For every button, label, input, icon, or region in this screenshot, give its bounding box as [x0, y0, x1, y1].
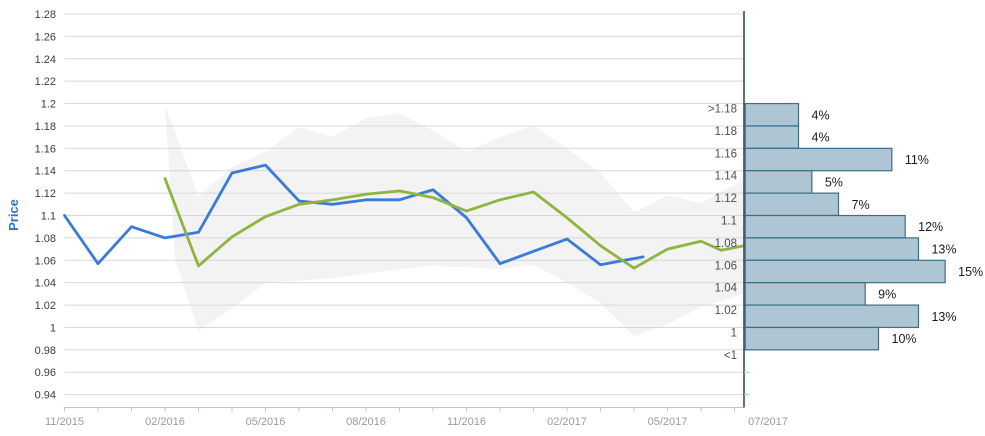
histogram-bar: [744, 237, 920, 261]
bar-value-label: 15%: [958, 265, 983, 279]
bin-label: <1: [724, 350, 737, 362]
y-tick-label: 0.98: [35, 345, 56, 357]
x-tick-label: 05/2016: [246, 416, 286, 428]
histogram-bar: [744, 192, 840, 217]
bin-label: 1: [731, 327, 737, 339]
y-tick-label: 1.14: [35, 166, 56, 178]
bin-label: 1.12: [715, 193, 737, 205]
bin-label: 1.06: [715, 260, 737, 272]
bar-value-label: 5%: [825, 175, 843, 189]
bar-value-label: 10%: [892, 332, 917, 346]
histogram-bar: [744, 147, 893, 172]
histogram-bar: [744, 326, 880, 351]
bar-value-label: 13%: [931, 310, 956, 324]
bin-label: 1.18: [715, 126, 737, 138]
y-tick-label: 1.26: [35, 31, 56, 43]
bar-value-label: 7%: [852, 198, 870, 212]
y-tick-label: 1.24: [35, 54, 56, 66]
bin-label: 1.02: [715, 305, 737, 317]
x-tick-label: 07/2017: [748, 416, 788, 428]
histogram-bar: [744, 304, 920, 329]
y-tick-label: 1.2: [41, 99, 56, 111]
bin-label: 1.1: [721, 216, 737, 228]
bar-value-label: 4%: [812, 108, 830, 122]
y-tick-label: 1.04: [35, 278, 56, 290]
y-tick-label: 1.08: [35, 233, 56, 245]
y-tick-label: 1.22: [35, 76, 56, 88]
x-tick-label: 11/2016: [447, 416, 486, 428]
x-tick-label: 05/2017: [648, 416, 688, 428]
bin-label: 1.14: [715, 171, 738, 183]
bar-value-label: 12%: [918, 220, 943, 234]
histogram-bar: [744, 282, 866, 306]
histogram-bar: [744, 102, 800, 127]
bin-label: 1.16: [715, 148, 737, 160]
y-tick-label: 1.1: [41, 211, 56, 223]
bar-value-label: 4%: [812, 131, 830, 145]
y-tick-label: 1.28: [35, 9, 56, 21]
bin-label: >1.18: [708, 104, 737, 116]
bin-label: 1.08: [715, 238, 737, 250]
series-actual-price: [63, 163, 645, 267]
histogram-bar: [744, 214, 906, 239]
y-tick-label: 1.06: [35, 255, 56, 267]
bar-value-label: 13%: [931, 243, 956, 257]
series-forecast-consensus: [163, 177, 746, 270]
y-tick-label: 0.96: [35, 367, 56, 379]
y-tick-label: 0.94: [35, 390, 56, 402]
bar-value-label: 9%: [878, 287, 896, 301]
y-tick-label: 1.18: [35, 121, 56, 133]
x-tick-label: 08/2016: [346, 416, 386, 428]
x-tick-label: 11/2015: [45, 416, 84, 428]
y-tick-label: 1: [50, 322, 56, 334]
bar-value-label: 11%: [905, 153, 929, 167]
x-tick-label: 02/2016: [145, 416, 185, 428]
y-tick-label: 1.12: [35, 188, 56, 200]
bin-label: 1.04: [715, 283, 738, 295]
forecast-range-band: [165, 104, 744, 337]
y-tick-label: 1.16: [35, 143, 56, 155]
x-tick-label: 02/2017: [547, 416, 587, 428]
y-tick-label: 1.02: [35, 300, 56, 312]
histogram-bar: [744, 170, 813, 194]
histogram-bar: [744, 259, 946, 284]
histogram-bar: [744, 125, 800, 149]
